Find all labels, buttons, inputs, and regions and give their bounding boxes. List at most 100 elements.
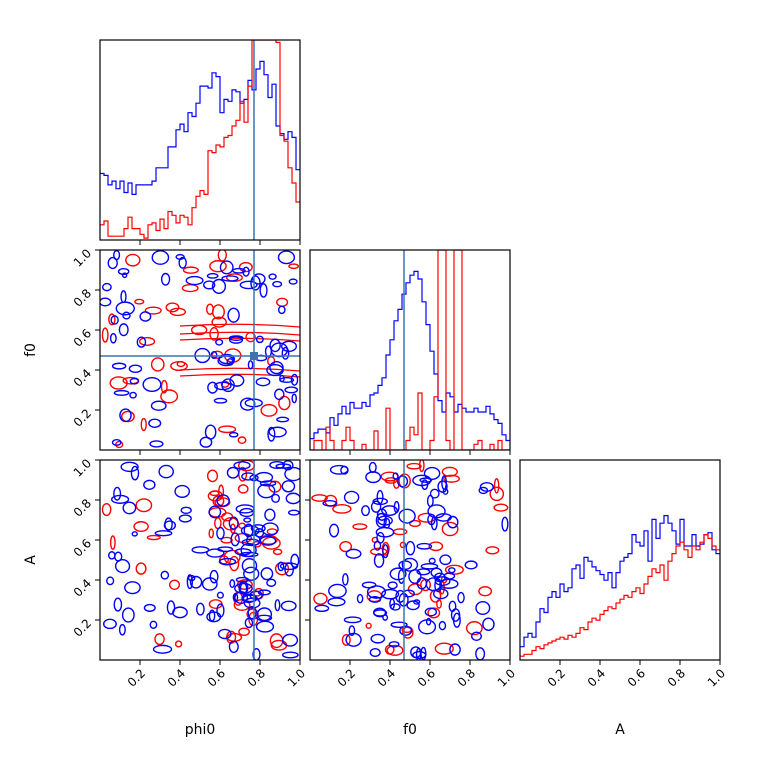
f0-red-hist — [310, 250, 510, 450]
f0-phi0-blue-contour — [111, 362, 127, 370]
A-phi0-frame — [99, 459, 301, 661]
f0-phi0-blue-contour — [100, 297, 112, 307]
f0-phi0-blue-contour — [107, 256, 118, 270]
f0-phi0-ytick-label: 0.2 — [71, 406, 94, 429]
A-f0-blue-contour — [348, 625, 356, 637]
A-phi0-blue-contour — [280, 600, 297, 612]
A-f0-blue-contour — [410, 646, 422, 659]
A-f0-blue-contour — [419, 477, 433, 483]
A-phi0-xtick-label: 0.4 — [165, 666, 188, 689]
A-f0-red-contour — [441, 466, 458, 477]
f0-phi0-blue-contour — [122, 311, 131, 320]
A-f0-red-contour — [465, 621, 483, 636]
f0-blue-hist — [310, 270, 510, 442]
A-f0-red-contour — [493, 503, 509, 512]
A-f0-blue-contour — [390, 621, 408, 628]
A-phi0-blue-contour — [249, 590, 263, 600]
A-phi0-red-contour — [133, 521, 149, 533]
A-f0-blue-contour — [408, 569, 422, 584]
A-f0-red-contour — [370, 547, 388, 556]
A-f0-red-contour — [386, 644, 404, 656]
A-phi0-blue-contour — [120, 461, 139, 473]
A-phi0-blue-contour — [234, 591, 249, 604]
A-f0-blue-contour — [428, 557, 436, 565]
f0-phi0-blue-contour — [221, 275, 239, 282]
A-phi0-red-contour — [206, 469, 219, 483]
A-vs-phi0-panel: 0.2 0.4 0.6 0.8 1.0 0.2 0.4 0.6 0.8 1.0 — [71, 456, 308, 689]
A-f0-blue-contour — [427, 513, 436, 526]
A-phi0-blue-contour — [241, 593, 256, 604]
f0-phi0-blue-contour — [207, 381, 218, 394]
A-f0-blue-contour — [382, 544, 389, 559]
A-phi0-blue-contour — [256, 614, 273, 622]
A-f0-red-contour — [434, 642, 454, 655]
A-phi0-blue-contour — [164, 517, 173, 532]
A-f0-blue-contour — [475, 647, 486, 660]
A-phi0-blue-contour — [216, 526, 225, 540]
A-f0-blue-contour — [375, 526, 395, 538]
A-phi0-blue-contour — [243, 517, 252, 523]
A-f0-red-contour — [339, 541, 353, 553]
A-f0-blue-contour — [434, 576, 451, 586]
f0-phi0-ytick-label: 0.8 — [71, 286, 94, 309]
A-phi0-blue-contour — [232, 592, 239, 602]
f0-phi0-blue-contour — [206, 273, 219, 279]
A-f0-blue-contour — [406, 600, 420, 611]
A-f0-blue-contour — [370, 500, 382, 513]
f0-phi0-blue-contour — [203, 280, 216, 290]
A-f0-blue-contour — [413, 599, 421, 605]
A-phi0-red-contour — [209, 490, 220, 497]
A-phi0-blue-contour — [274, 599, 281, 612]
A-phi0-blue-contour — [143, 479, 156, 490]
A-f0-blue-contour — [388, 641, 400, 648]
A-phi0-blue-contour — [114, 551, 123, 562]
A-phi0-blue-contour — [186, 574, 194, 590]
A-phi0-red-contour — [109, 535, 116, 550]
A-phi0-xtick-label: 0.2 — [125, 666, 148, 689]
f0-phi0-blue-contour — [160, 272, 171, 286]
A-f0-blue-contour — [464, 560, 478, 570]
A-phi0-blue-contour — [290, 553, 300, 568]
y-axis-label-f0: f0 — [23, 343, 39, 357]
A-f0-red-contour — [489, 486, 505, 502]
A-phi0-blue-contour — [152, 644, 173, 654]
A-f0-red-contour — [441, 521, 459, 537]
f0-phi0-blue-contour — [268, 273, 277, 280]
f0-phi0-red-contour — [260, 403, 278, 417]
A-phi0-blue-contour — [208, 609, 216, 622]
A-f0-blue-contour — [471, 631, 482, 641]
f0-hist-frame — [309, 249, 511, 451]
f0-phi0-plot — [100, 250, 300, 450]
A-f0-blue-contour — [376, 489, 384, 505]
f0-phi0-blue-contour — [149, 440, 164, 448]
A-f0-blue-contour — [387, 581, 398, 590]
A-f0-blue-contour — [475, 601, 491, 615]
A-f0-blue-contour — [482, 617, 495, 631]
A-phi0-blue-contour — [106, 576, 115, 586]
A-f0-blue-contour — [501, 516, 509, 532]
A-f0-xtick-label: 0.4 — [375, 666, 398, 689]
A-f0-blue-contour — [369, 647, 381, 658]
f0-phi0-blue-contour — [268, 426, 287, 438]
f0-phi0-blue-contour — [148, 418, 162, 428]
f0-phi0-red-contour — [205, 303, 214, 315]
A-f0-blue-contour — [448, 567, 456, 574]
f0-phi0-blue-contour — [281, 340, 298, 353]
A-vs-f0-panel: 0.2 0.4 0.6 0.8 1.0 — [305, 459, 518, 690]
A-phi0-blue-contour — [191, 546, 210, 554]
f0-phi0-blue-contour — [269, 338, 281, 353]
f0-phi0-blue-contour — [277, 305, 286, 315]
f0-phi0-band — [179, 373, 300, 378]
f0-phi0-blue-contour — [226, 358, 234, 366]
f0-phi0-red-contour — [108, 313, 116, 326]
A-phi0-red-contour — [154, 633, 165, 646]
A-f0-blue-contour — [314, 604, 330, 613]
A-phi0-blue-contour — [113, 597, 123, 612]
A-f0-blue-contour — [392, 472, 399, 480]
f0-phi0-red-contour — [125, 253, 141, 267]
A-f0-blue-contour — [401, 557, 419, 572]
A-phi0-red-contour — [135, 498, 153, 513]
A-phi0-blue-contour — [174, 484, 191, 498]
A-f0-blue-contour — [328, 583, 347, 599]
A-phi0-blue-contour — [287, 509, 300, 516]
